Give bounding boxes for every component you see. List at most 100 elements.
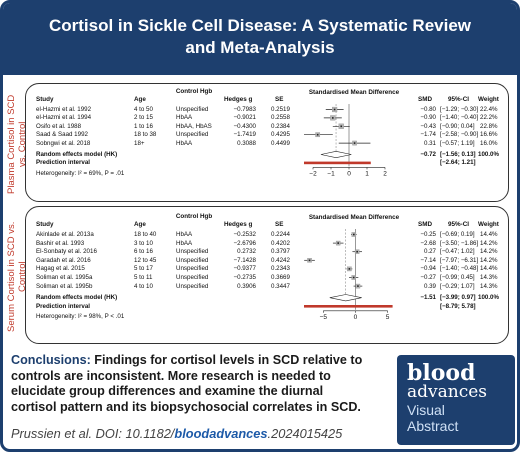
x-axis-tick-label: −1 bbox=[327, 170, 335, 177]
table-row-se: 0.2343 bbox=[271, 265, 290, 273]
table-row-ci: [−2.58; −0.90] bbox=[440, 131, 479, 139]
table-row-study: Bashir et al. 1993 bbox=[36, 239, 85, 247]
table-row-weight: 22.8% bbox=[480, 122, 498, 130]
table-row-se: 0.3797 bbox=[271, 248, 290, 256]
citation-accent: bloodadvances bbox=[174, 426, 268, 441]
x-axis-tick-label: 5 bbox=[386, 314, 390, 321]
study-point bbox=[352, 276, 355, 279]
prediction-interval-bar bbox=[304, 161, 371, 165]
table-row-control-hgb: HbAA bbox=[176, 231, 193, 238]
random-effects-weight: 100.0% bbox=[478, 151, 499, 158]
pooled-diamond bbox=[320, 150, 352, 159]
page-title: Cortisol in Sickle Cell Disease: A Syste… bbox=[48, 16, 472, 57]
table-row-se: 0.2384 bbox=[271, 122, 290, 130]
table-row-age: 2 to 15 bbox=[134, 114, 153, 122]
logo-abstract-word: Abstract bbox=[407, 418, 459, 434]
table-row-weight: 14.2% bbox=[480, 256, 498, 264]
table-row-weight: 14.3% bbox=[480, 282, 498, 290]
table-row-weight: 14.2% bbox=[480, 248, 498, 256]
table-row-smd: −7.14 bbox=[420, 256, 436, 264]
table-row-se: 0.2244 bbox=[271, 231, 290, 238]
table-row-ci: [−0.90; 0.04] bbox=[440, 122, 475, 130]
study-point bbox=[337, 242, 339, 244]
table-row-control-hgb: Unspecified bbox=[176, 248, 209, 256]
panel2-header-smd: SMD bbox=[418, 221, 432, 228]
prediction-interval-label: Prediction interval bbox=[36, 159, 90, 167]
table-row-smd: −1.74 bbox=[420, 131, 436, 139]
panel2-forest-plot: −5 0 5 bbox=[304, 229, 393, 321]
plasma-table: Study Age Control Hgb Hedges g SE Standardise… bbox=[26, 84, 510, 201]
prediction-interval-ci: [−2.64; 1.21] bbox=[440, 159, 476, 167]
study-point bbox=[357, 285, 359, 287]
panel1-header-control-hgb: Control Hgb bbox=[175, 88, 213, 95]
x-axis-tick-label: 1 bbox=[365, 170, 369, 177]
panel2-header-control-hgb: Control Hgb bbox=[175, 213, 213, 220]
study-point bbox=[353, 142, 356, 144]
citation-prefix: Prussien et al. DOI: 10.1182/ bbox=[11, 426, 175, 441]
panel2-header-smd-plot: Standardised Mean Difference bbox=[308, 214, 400, 221]
table-row-se: 0.2519 bbox=[271, 106, 290, 113]
plasma-forest-plot-panel: Plasma Cortisol in SCD vs. Control Study… bbox=[6, 83, 510, 202]
table-row-smd: 0.31 bbox=[423, 139, 436, 147]
table-row-weight: 14.2% bbox=[480, 239, 498, 247]
table-row-ci: [−1.40; −0.48] bbox=[440, 265, 479, 273]
x-axis-tick-label: 2 bbox=[383, 170, 387, 177]
random-effects-ci: [−3.99; 0.97] bbox=[440, 294, 476, 302]
table-row-weight: 22.2% bbox=[480, 114, 498, 122]
table-row-age: 1 to 16 bbox=[134, 122, 153, 130]
table-row-control-hgb: Unspecified bbox=[176, 274, 209, 281]
table-row-control-hgb: HbAA bbox=[176, 114, 193, 122]
table-row-control-hgb: Unspecified bbox=[176, 106, 209, 113]
table-row-hedges: −0.7983 bbox=[233, 106, 256, 113]
table-row-ci: [−3.50; −1.86] bbox=[440, 239, 479, 247]
table-row-control-hgb: Unspecified bbox=[176, 282, 209, 290]
prediction-interval-label: Prediction interval bbox=[36, 302, 90, 310]
table-row-ci: [−1.40; −0.40] bbox=[440, 114, 479, 122]
study-point bbox=[353, 233, 355, 236]
panel1-header-study: Study bbox=[36, 96, 54, 103]
panel1-header-age: Age bbox=[134, 96, 146, 103]
table-row-hedges: −0.2532 bbox=[233, 231, 256, 238]
table-row-hedges: −7.1428 bbox=[233, 256, 256, 264]
panel1-header-smd-plot: Standardised Mean Difference bbox=[308, 89, 400, 96]
serum-forest-plot-panel: Serum Cortisol in SCD vs. Control Study A… bbox=[6, 206, 509, 344]
table-row-weight: 14.3% bbox=[480, 274, 498, 281]
table-row-control-hgb: Unspecified bbox=[176, 256, 209, 264]
table-row-smd: −0.43 bbox=[420, 122, 436, 130]
pooled-diamond bbox=[329, 294, 362, 302]
table-row-age: 18 to 38 bbox=[134, 131, 157, 139]
table-row-study: Sobngwi et al. 2018 bbox=[36, 139, 91, 147]
panel1-header-weight: Weight bbox=[478, 96, 499, 103]
table-row-se: 0.4242 bbox=[271, 256, 290, 264]
table-row-hedges: 0.2732 bbox=[237, 248, 256, 256]
study-point bbox=[333, 108, 336, 111]
panel2-header-study: Study bbox=[36, 221, 54, 228]
table-row-hedges: 0.3088 bbox=[237, 139, 256, 147]
panel1-header-hedges: Hedges g bbox=[224, 96, 253, 103]
table-row-age: 6 to 16 bbox=[134, 248, 153, 256]
conclusion-heading: Conclusions: bbox=[11, 353, 91, 367]
study-point bbox=[356, 250, 358, 253]
table-row-study: Garadah et al. 2016 bbox=[36, 256, 91, 264]
table-row-age: 3 to 10 bbox=[134, 239, 153, 247]
table-row-smd: −0.25 bbox=[420, 231, 436, 238]
table-row-hedges: −0.9021 bbox=[233, 114, 256, 122]
table-row-age: 18 to 40 bbox=[134, 231, 157, 238]
table-row-smd: 0.27 bbox=[423, 248, 436, 256]
table-row-hedges: −0.2735 bbox=[233, 274, 256, 281]
logo-blood-word: blood bbox=[407, 360, 476, 386]
table-row-ci: [−1.29; −0.30] bbox=[440, 106, 479, 113]
table-row-smd: −0.90 bbox=[420, 114, 436, 122]
conclusion-body: Findings for cortisol levels in SCD rela… bbox=[11, 353, 363, 414]
table-row-study: Osifo et al. 1988 bbox=[36, 122, 82, 130]
panel2-header-ci: 95%-CI bbox=[448, 221, 469, 228]
table-row-age: 4 to 10 bbox=[134, 282, 153, 290]
table-row-ci: [−0.69; 0.19] bbox=[440, 231, 475, 238]
heterogeneity-text: Heterogeneity: I² = 69%, P = .01 bbox=[36, 169, 125, 177]
heterogeneity-text: Heterogeneity: I² = 98%, P < .01 bbox=[36, 313, 125, 321]
table-row-study: Hagag et al. 2015 bbox=[36, 265, 85, 273]
table-row-se: 0.3669 bbox=[271, 274, 290, 281]
panel2-header-hedges: Hedges g bbox=[224, 221, 253, 228]
table-row-age: 5 to 11 bbox=[134, 274, 153, 281]
